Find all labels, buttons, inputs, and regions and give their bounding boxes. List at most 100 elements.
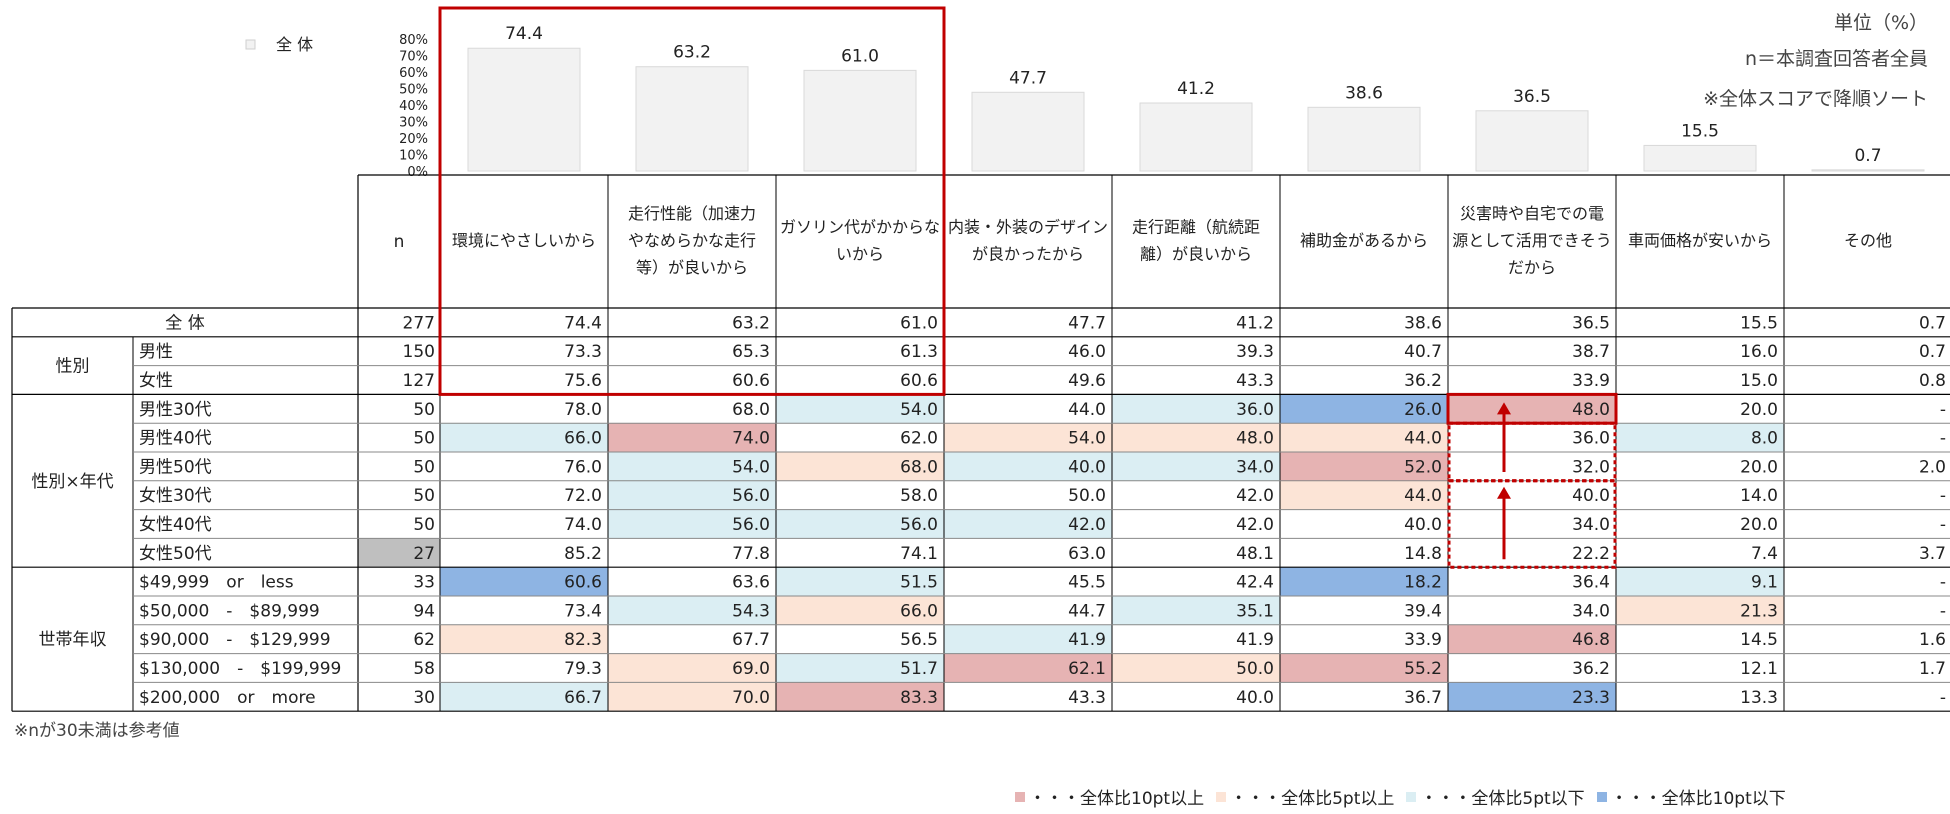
bar-value-label: 36.5 <box>1513 87 1551 107</box>
row-label: 女性40代 <box>139 515 212 535</box>
series-legend-label: 全 体 <box>276 35 313 54</box>
cell-shade-high5 <box>776 452 944 481</box>
cell-shade-low5 <box>944 452 1112 481</box>
n-value: 94 <box>413 601 435 621</box>
cell-value: 16.0 <box>1740 342 1778 362</box>
legend-swatch-high5 <box>1216 791 1227 802</box>
column-header: 車両価格が安いから <box>1628 231 1772 250</box>
y-tick-label: 10% <box>399 149 428 164</box>
cell-value: 51.5 <box>900 573 938 593</box>
cell-value: 65.3 <box>732 342 770 362</box>
row-label: 男性40代 <box>139 429 212 449</box>
cell-shade-low5 <box>1616 567 1784 596</box>
cell-value: 22.2 <box>1572 544 1610 564</box>
bar-value-label: 47.7 <box>1009 68 1047 88</box>
bar-value-label: 74.4 <box>505 24 543 44</box>
cell-shade-low5 <box>944 624 1112 654</box>
cell-value: 20.0 <box>1740 515 1778 535</box>
row-label: $90,000 - $129,999 <box>139 630 331 650</box>
cell-value: 56.0 <box>732 486 770 506</box>
cell-value: 15.5 <box>1740 313 1778 333</box>
cell-value: 38.7 <box>1572 342 1610 362</box>
row-label: $50,000 - $89,999 <box>139 601 320 621</box>
bar-value-label: 61.0 <box>841 46 879 66</box>
cell-value: 40.0 <box>1404 515 1442 535</box>
cell-shade-high5 <box>1280 480 1448 510</box>
cell-value: 2.0 <box>1919 457 1946 477</box>
small-n-shade <box>358 538 440 568</box>
column-header: 災害時や自宅での電源として活用できそうだから <box>1452 204 1612 277</box>
cell-value: 0.8 <box>1919 371 1946 391</box>
cell-shade-high10 <box>1280 653 1448 683</box>
cell-shade-low5 <box>1112 596 1280 625</box>
column-header: その他 <box>1844 231 1892 250</box>
cell-shade-low5 <box>1112 452 1280 481</box>
y-tick-label: 30% <box>399 116 428 131</box>
cell-shade-low5 <box>608 596 776 625</box>
cell-value: - <box>1940 573 1946 593</box>
cell-value: 56.5 <box>900 630 938 650</box>
n-value: 277 <box>403 313 435 333</box>
cell-shade-high5 <box>1112 653 1280 683</box>
cell-value: 46.0 <box>1068 342 1106 362</box>
cell-value: 68.0 <box>900 457 938 477</box>
cell-value: 18.2 <box>1404 573 1442 593</box>
cell-value: 54.0 <box>900 400 938 420</box>
bar <box>1475 110 1589 172</box>
cell-value: 36.4 <box>1572 573 1610 593</box>
cell-value: 45.5 <box>1068 573 1106 593</box>
cell-value: 68.0 <box>732 400 770 420</box>
cell-value: 14.8 <box>1404 544 1442 564</box>
cell-shade-low5 <box>776 394 944 424</box>
legend-swatch-low10 <box>1596 791 1607 802</box>
cell-shade-low5 <box>1616 423 1784 452</box>
cell-value: 51.7 <box>900 659 938 679</box>
cell-shade-low5 <box>440 682 608 712</box>
cell-shade-high5 <box>1616 596 1784 625</box>
cell-value: 79.3 <box>564 659 602 679</box>
cell-shade-low5 <box>944 509 1112 539</box>
cell-value: 43.3 <box>1236 371 1274 391</box>
cell-value: 62.0 <box>900 429 938 449</box>
n-value: 50 <box>413 515 435 535</box>
cell-value: - <box>1940 429 1946 449</box>
row-label: 女性 <box>139 371 173 391</box>
y-tick-label: 80% <box>399 33 428 48</box>
cell-value: 63.2 <box>732 313 770 333</box>
cell-shade-low5 <box>440 423 608 452</box>
cell-value: 12.1 <box>1740 659 1778 679</box>
n-value: 62 <box>413 630 435 650</box>
cell-value: 40.0 <box>1572 486 1610 506</box>
cell-value: 48.0 <box>1236 429 1274 449</box>
cell-value: 14.0 <box>1740 486 1778 506</box>
legend-label-high10: ・・・全体比10pt以上 <box>1029 789 1205 809</box>
row-label: 男性 <box>139 342 173 362</box>
cell-value: 47.7 <box>1068 313 1106 333</box>
cell-shade-low5 <box>776 653 944 683</box>
row-label: 女性50代 <box>139 544 212 564</box>
cell-value: 74.4 <box>564 313 602 333</box>
cell-shade-low5 <box>776 567 944 596</box>
cell-value: 54.3 <box>732 601 770 621</box>
y-tick-label: 50% <box>399 83 428 98</box>
row-label: 男性50代 <box>139 457 212 477</box>
n-value: 127 <box>403 371 435 391</box>
cell-value: 34.0 <box>1572 515 1610 535</box>
cell-value: 36.2 <box>1404 371 1442 391</box>
sort-note: ※全体スコアで降順ソート <box>1703 88 1928 110</box>
small-n-note: ※nが30未満は参考値 <box>14 721 180 741</box>
cell-shade-high5 <box>776 596 944 625</box>
cell-value: 42.0 <box>1068 515 1106 535</box>
cell-value: 23.3 <box>1572 688 1610 708</box>
column-header: 走行性能（加速力やなめらかな走行等）が良いから <box>628 204 756 277</box>
cell-value: 62.1 <box>1068 659 1106 679</box>
cell-value: 0.7 <box>1919 313 1946 333</box>
row-label-total: 全 体 <box>165 313 204 333</box>
bar-value-label: 63.2 <box>673 43 711 63</box>
cell-value: 73.4 <box>564 601 602 621</box>
cell-value: 69.0 <box>732 659 770 679</box>
cell-value: 63.6 <box>732 573 770 593</box>
cell-value: 43.3 <box>1068 688 1106 708</box>
legend-swatch-high10 <box>1015 791 1025 802</box>
